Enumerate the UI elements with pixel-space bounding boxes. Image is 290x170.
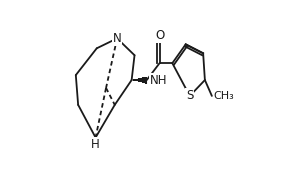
Text: O: O [155,29,164,42]
Text: S: S [186,89,193,102]
Text: H: H [91,138,100,151]
Text: N: N [113,32,122,45]
Text: NH: NH [150,74,167,87]
Text: CH₃: CH₃ [213,91,234,101]
